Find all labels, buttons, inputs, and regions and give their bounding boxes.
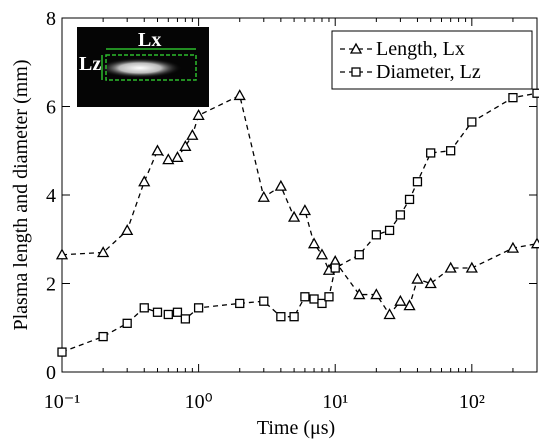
marker — [383, 308, 396, 320]
marker — [276, 312, 286, 322]
y-tick-label: 2 — [46, 274, 56, 296]
marker — [426, 148, 436, 158]
marker — [193, 303, 204, 313]
marker — [122, 318, 132, 328]
marker — [298, 204, 312, 216]
marker — [98, 331, 108, 342]
marker — [532, 88, 539, 98]
marker — [300, 292, 310, 302]
inset-label: Lz — [79, 53, 101, 75]
x-tick-label: 10⁻¹ — [44, 391, 81, 413]
x-axis-label: Time (μs) — [257, 417, 335, 439]
y-tick-label: 6 — [46, 97, 56, 119]
series-line — [61, 94, 538, 316]
marker — [172, 307, 183, 317]
marker — [403, 299, 416, 311]
marker — [349, 42, 363, 54]
marker — [307, 237, 321, 249]
marker — [259, 296, 269, 306]
marker — [446, 146, 456, 156]
marker — [287, 210, 301, 222]
marker — [412, 177, 423, 187]
legend-box — [331, 30, 533, 90]
marker — [57, 347, 67, 357]
marker — [353, 288, 366, 300]
marker — [233, 89, 246, 101]
marker — [384, 225, 395, 236]
marker — [309, 294, 319, 304]
marker — [351, 67, 361, 77]
marker — [315, 248, 329, 260]
marker — [411, 272, 424, 284]
marker — [395, 210, 406, 220]
marker — [394, 294, 407, 306]
marker — [330, 263, 340, 273]
marker — [121, 224, 134, 236]
inset-label: Lx — [138, 29, 161, 51]
marker — [354, 250, 364, 260]
marker — [138, 175, 151, 187]
marker — [171, 151, 184, 163]
inset-image: Lx Lz — [77, 27, 209, 107]
x-tick-label: 10² — [459, 391, 485, 413]
legend-label: Length, Lx — [376, 38, 465, 60]
marker — [370, 288, 383, 300]
marker — [371, 230, 381, 240]
y-tick-label: 4 — [46, 185, 56, 207]
marker — [151, 144, 164, 156]
marker — [152, 307, 163, 317]
marker — [192, 109, 205, 120]
x-tick-label: 10¹ — [322, 391, 348, 413]
y-tick-label: 8 — [46, 8, 56, 30]
marker — [508, 93, 518, 103]
marker — [506, 241, 520, 253]
marker — [179, 139, 192, 151]
marker — [163, 309, 173, 320]
x-tick-label: 10⁰ — [185, 391, 213, 413]
marker — [139, 303, 149, 313]
marker — [257, 190, 270, 202]
marker — [317, 298, 327, 309]
marker — [186, 128, 199, 140]
marker — [289, 312, 299, 322]
legend-label: Diameter, Lz — [376, 61, 481, 83]
marker — [404, 194, 415, 205]
y-axis-label: Plasma length and diameter (mm) — [10, 59, 32, 330]
marker — [424, 277, 437, 289]
y-tick-label: 0 — [46, 362, 56, 384]
marker — [465, 261, 478, 273]
marker — [530, 237, 539, 249]
marker — [97, 246, 110, 258]
marker — [444, 261, 457, 273]
marker — [180, 314, 191, 324]
marker — [235, 298, 245, 309]
marker — [467, 117, 477, 127]
marker — [162, 153, 175, 165]
marker — [324, 292, 334, 302]
marker — [274, 179, 287, 191]
series-line — [61, 92, 538, 353]
marker — [55, 248, 69, 260]
